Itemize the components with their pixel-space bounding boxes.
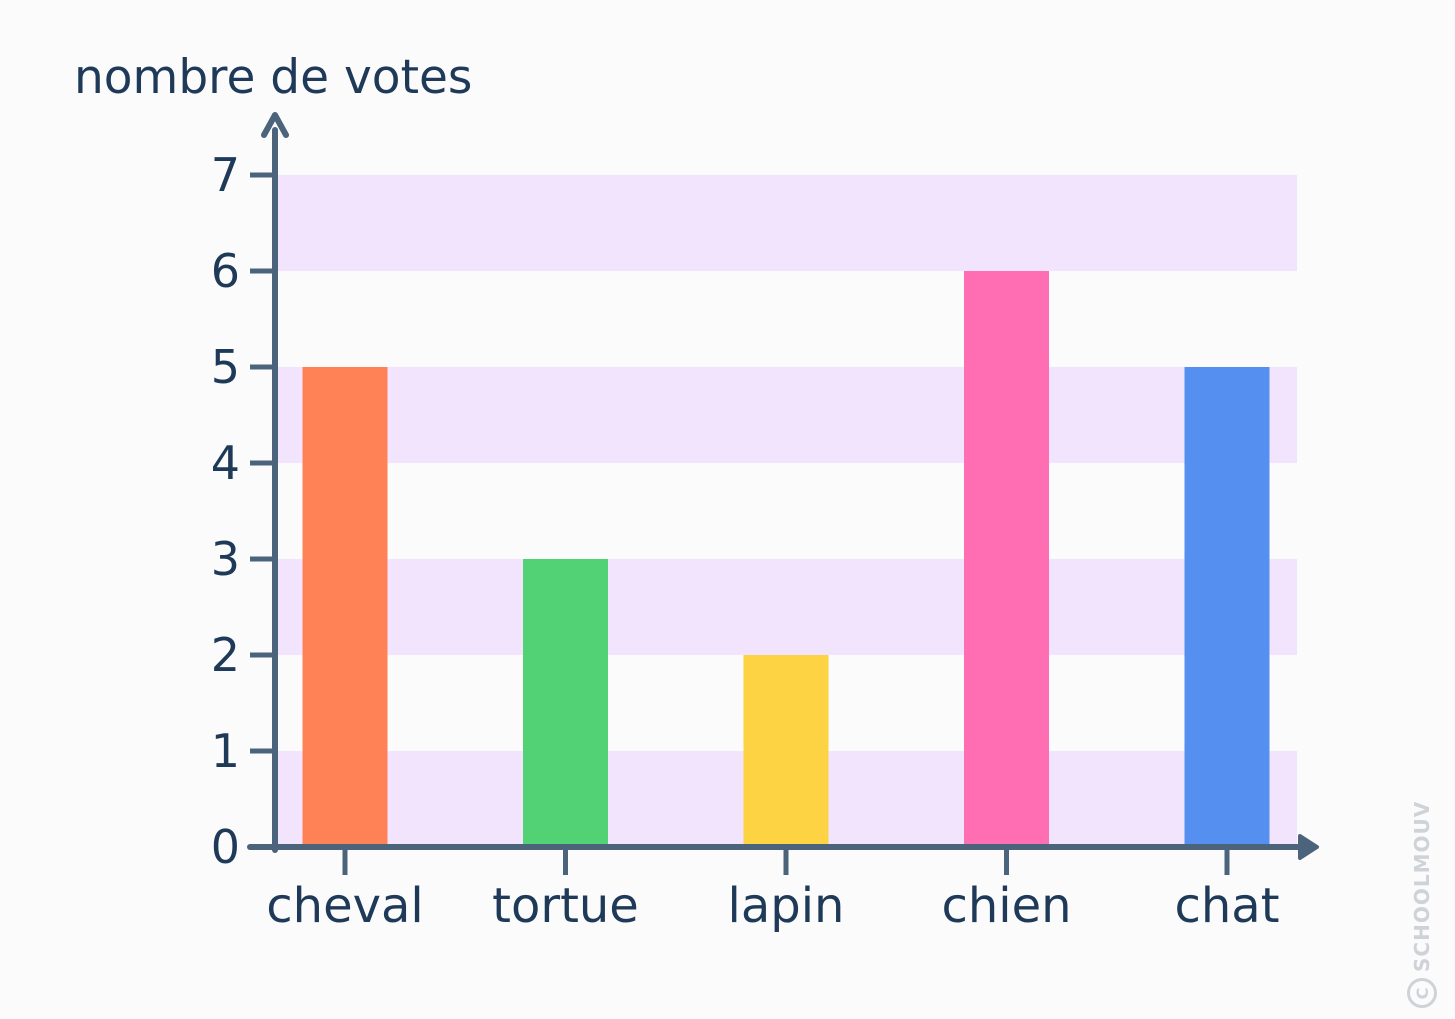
x-axis-arrow (1298, 834, 1319, 860)
watermark-text: SCHOOLMOUV (1410, 800, 1434, 972)
bar-chien (964, 271, 1049, 844)
copyright-icon: C (1407, 978, 1437, 1008)
grid-band (275, 559, 1297, 655)
x-tick-label-cheval: cheval (266, 878, 424, 934)
x-ticks: cheval tortue lapin chien chat (266, 847, 1280, 934)
axes (247, 112, 1319, 860)
x-tick-label-chien: chien (941, 878, 1071, 934)
y-tick-label: 3 (211, 532, 240, 586)
x-tick-label-tortue: tortue (492, 878, 639, 934)
x-tick-label-lapin: lapin (728, 878, 845, 934)
y-tick-label: 0 (211, 820, 240, 874)
y-axis-title: nombre de votes (74, 50, 473, 105)
watermark: C SCHOOLMOUV (1405, 788, 1439, 1008)
y-ticks: 0 1 2 3 4 5 6 7 (211, 148, 275, 874)
grid-band (275, 175, 1297, 271)
grid-band (275, 367, 1297, 463)
y-tick-label: 5 (211, 340, 240, 394)
y-tick-label: 1 (211, 724, 240, 778)
bars (302, 271, 1270, 844)
bar-cheval (302, 367, 388, 844)
bar-tortue (523, 559, 608, 844)
y-axis-arrow (261, 112, 289, 138)
y-tick-label: 4 (211, 436, 240, 490)
y-tick-label: 7 (211, 148, 240, 202)
y-tick-label: 6 (211, 244, 240, 298)
bar-lapin (743, 655, 829, 844)
x-tick-label-chat: chat (1174, 878, 1279, 934)
y-tick-label: 2 (211, 628, 240, 682)
bar-chat (1184, 367, 1270, 844)
